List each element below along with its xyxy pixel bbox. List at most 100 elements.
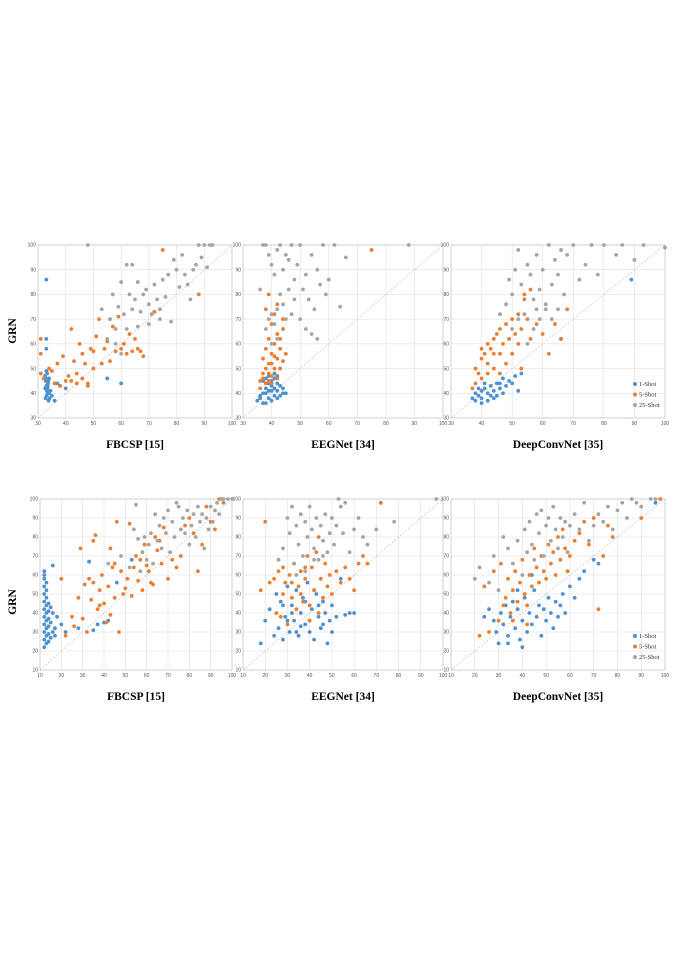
series-25-shot: [472, 497, 658, 593]
data-point: [255, 398, 260, 403]
data-point: [208, 504, 213, 509]
data-point: [44, 337, 49, 341]
data-point: [601, 554, 606, 558]
data-point: [281, 391, 285, 396]
data-point: [278, 383, 283, 388]
data-point: [275, 248, 280, 252]
x-tick-label: 60: [144, 673, 150, 679]
data-point: [123, 586, 128, 591]
data-point: [325, 584, 330, 589]
data-point: [155, 538, 160, 543]
data-point: [140, 588, 145, 593]
series-5-shot: [470, 245, 667, 391]
data-point: [496, 641, 501, 646]
data-point: [114, 519, 119, 524]
data-point: [482, 351, 487, 356]
data-point: [513, 569, 518, 574]
data-point: [498, 371, 502, 376]
data-point: [275, 376, 280, 381]
x-tick-label: 80: [601, 421, 607, 427]
data-point: [365, 542, 370, 547]
data-point: [138, 557, 143, 562]
data-point: [169, 319, 173, 324]
data-point: [519, 366, 524, 371]
data-point: [42, 607, 47, 612]
data-point: [306, 297, 311, 302]
data-point: [312, 546, 317, 551]
data-point: [485, 371, 490, 376]
data-point: [269, 341, 274, 346]
data-point: [53, 633, 57, 638]
data-point: [516, 312, 521, 317]
data-point: [74, 371, 79, 376]
data-point: [312, 637, 317, 642]
y-tick-label: 10: [32, 668, 38, 674]
data-point: [127, 332, 132, 336]
data-point: [83, 361, 88, 366]
y-tick-label: 90: [235, 267, 241, 273]
data-point: [46, 632, 51, 636]
data-point: [108, 317, 112, 322]
x-tick-label: 70: [355, 421, 361, 427]
data-point: [477, 565, 482, 570]
data-point: [161, 525, 166, 530]
data-point: [108, 613, 113, 617]
data-point: [289, 603, 294, 608]
data-point: [323, 561, 328, 566]
data-point: [546, 351, 551, 356]
y-tick-label: 40: [235, 611, 241, 617]
data-point: [510, 599, 515, 604]
plot-frame: [242, 244, 444, 419]
data-point: [155, 548, 160, 553]
data-point: [263, 376, 268, 381]
data-point: [119, 351, 124, 356]
data-point: [314, 592, 319, 596]
data-point: [166, 508, 170, 513]
data-point: [177, 285, 182, 289]
data-point: [80, 376, 85, 381]
data-point: [352, 527, 357, 532]
data-point: [499, 611, 503, 615]
data-point: [55, 381, 60, 386]
data-point: [336, 497, 341, 501]
data-point: [63, 379, 68, 383]
data-point: [515, 607, 520, 612]
data-point: [44, 277, 49, 282]
data-point: [515, 538, 520, 543]
data-point: [129, 557, 134, 562]
data-point: [327, 618, 332, 623]
data-point: [556, 614, 560, 619]
data-point: [269, 262, 274, 267]
data-point: [639, 516, 644, 520]
data-point: [595, 272, 600, 277]
data-point: [130, 349, 135, 354]
diagonal-line: [450, 498, 666, 671]
data-point: [275, 337, 280, 341]
y-tick-label: 90: [443, 516, 449, 522]
data-point: [378, 500, 383, 505]
x-tick-label: 10: [37, 673, 43, 679]
x-tick-label: 10: [448, 673, 454, 679]
data-point: [488, 393, 493, 398]
data-point: [501, 376, 505, 381]
data-point: [301, 599, 305, 604]
x-tick-label: 80: [187, 673, 193, 679]
data-point: [488, 383, 493, 388]
data-point: [491, 337, 496, 341]
data-point: [531, 297, 536, 302]
y-tick-label: 30: [443, 630, 449, 636]
data-point: [539, 508, 544, 513]
data-point: [485, 361, 490, 366]
data-point: [112, 561, 117, 566]
data-point: [537, 317, 542, 322]
data-point: [473, 366, 478, 371]
data-point: [307, 618, 312, 623]
y-tick-label: 100: [233, 497, 242, 503]
y-tick-label: 60: [235, 573, 241, 579]
data-point: [97, 588, 102, 593]
data-point: [89, 597, 94, 602]
data-point: [266, 396, 271, 401]
data-point: [121, 592, 126, 596]
data-point: [549, 317, 554, 322]
data-point: [504, 383, 508, 388]
